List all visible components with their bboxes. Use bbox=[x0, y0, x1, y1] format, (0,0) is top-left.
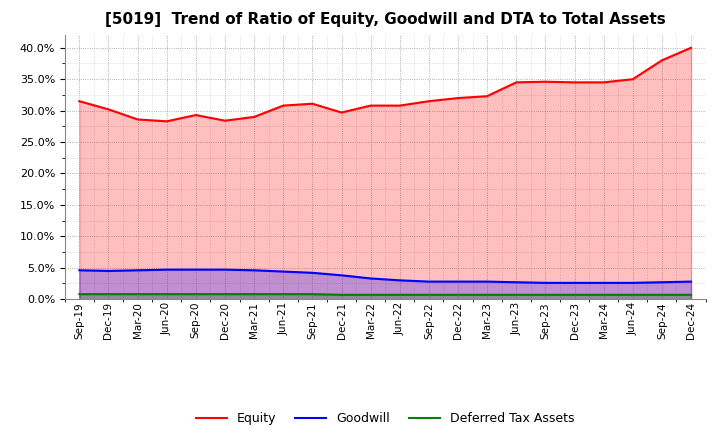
Goodwill bbox=[133, 268, 142, 273]
Goodwill bbox=[657, 279, 666, 285]
Deferred Tax Assets bbox=[337, 292, 346, 297]
Equity bbox=[395, 103, 404, 108]
Deferred Tax Assets bbox=[395, 292, 404, 297]
Equity bbox=[163, 119, 171, 124]
Equity bbox=[250, 114, 258, 120]
Equity bbox=[279, 103, 287, 108]
Equity bbox=[570, 80, 579, 85]
Goodwill bbox=[483, 279, 492, 284]
Goodwill bbox=[541, 280, 550, 286]
Equity bbox=[104, 107, 113, 112]
Deferred Tax Assets bbox=[163, 292, 171, 297]
Equity bbox=[599, 80, 608, 85]
Line: Deferred Tax Assets: Deferred Tax Assets bbox=[79, 294, 691, 295]
Deferred Tax Assets bbox=[308, 292, 317, 297]
Equity bbox=[366, 103, 375, 108]
Deferred Tax Assets bbox=[570, 292, 579, 297]
Equity bbox=[657, 58, 666, 63]
Equity bbox=[687, 45, 696, 51]
Equity bbox=[541, 79, 550, 84]
Deferred Tax Assets bbox=[192, 292, 200, 297]
Deferred Tax Assets bbox=[366, 292, 375, 297]
Equity bbox=[425, 99, 433, 104]
Equity bbox=[454, 95, 462, 101]
Deferred Tax Assets bbox=[454, 292, 462, 297]
Deferred Tax Assets bbox=[657, 292, 666, 297]
Equity bbox=[133, 117, 142, 122]
Deferred Tax Assets bbox=[483, 292, 492, 297]
Deferred Tax Assets bbox=[629, 292, 637, 297]
Legend: Equity, Goodwill, Deferred Tax Assets: Equity, Goodwill, Deferred Tax Assets bbox=[191, 407, 580, 430]
Goodwill bbox=[512, 279, 521, 285]
Goodwill bbox=[425, 279, 433, 284]
Equity bbox=[75, 99, 84, 104]
Goodwill bbox=[570, 280, 579, 286]
Line: Goodwill: Goodwill bbox=[79, 270, 691, 283]
Deferred Tax Assets bbox=[133, 292, 142, 297]
Deferred Tax Assets bbox=[279, 292, 287, 297]
Goodwill bbox=[629, 280, 637, 286]
Equity bbox=[629, 77, 637, 82]
Goodwill bbox=[454, 279, 462, 284]
Deferred Tax Assets bbox=[425, 292, 433, 297]
Goodwill bbox=[366, 276, 375, 281]
Goodwill bbox=[220, 267, 229, 272]
Deferred Tax Assets bbox=[687, 292, 696, 297]
Goodwill bbox=[163, 267, 171, 272]
Equity bbox=[220, 118, 229, 123]
Goodwill bbox=[308, 270, 317, 275]
Equity bbox=[308, 101, 317, 106]
Goodwill bbox=[395, 278, 404, 283]
Deferred Tax Assets bbox=[599, 292, 608, 297]
Equity bbox=[483, 94, 492, 99]
Deferred Tax Assets bbox=[541, 292, 550, 297]
Goodwill bbox=[279, 269, 287, 274]
Equity bbox=[512, 80, 521, 85]
Goodwill bbox=[75, 268, 84, 273]
Deferred Tax Assets bbox=[512, 292, 521, 297]
Deferred Tax Assets bbox=[75, 292, 84, 297]
Goodwill bbox=[104, 268, 113, 274]
Deferred Tax Assets bbox=[220, 292, 229, 297]
Deferred Tax Assets bbox=[250, 292, 258, 297]
Goodwill bbox=[337, 273, 346, 278]
Goodwill bbox=[192, 267, 200, 272]
Goodwill bbox=[687, 279, 696, 284]
Equity bbox=[192, 112, 200, 117]
Line: Equity: Equity bbox=[79, 48, 691, 121]
Deferred Tax Assets bbox=[104, 292, 113, 297]
Title: [5019]  Trend of Ratio of Equity, Goodwill and DTA to Total Assets: [5019] Trend of Ratio of Equity, Goodwil… bbox=[105, 12, 665, 27]
Goodwill bbox=[599, 280, 608, 286]
Goodwill bbox=[250, 268, 258, 273]
Equity bbox=[337, 110, 346, 115]
